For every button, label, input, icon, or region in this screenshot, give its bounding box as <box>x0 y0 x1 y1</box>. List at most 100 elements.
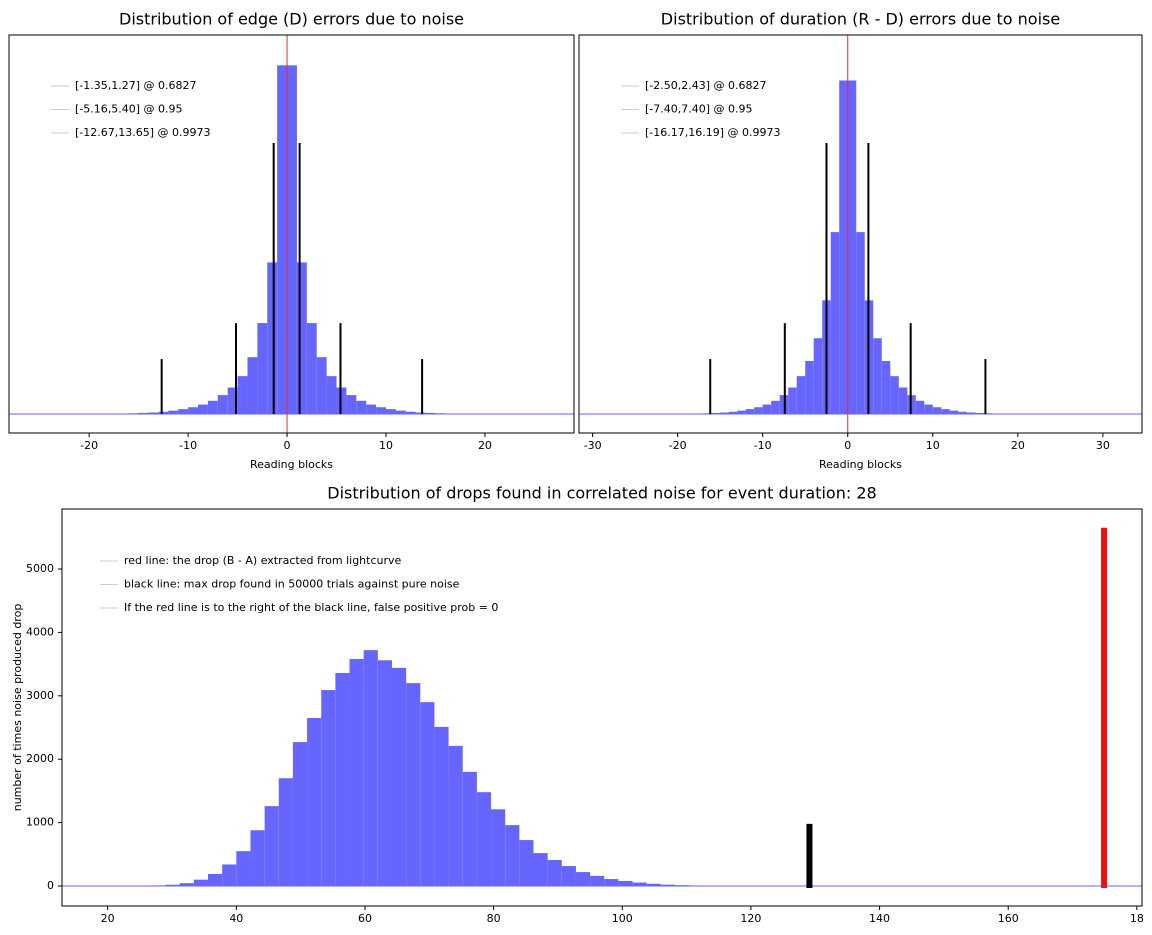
hist-bar <box>278 778 293 887</box>
hist-bar <box>316 357 327 415</box>
y-tick-label: 0 <box>47 879 54 892</box>
x-tick-label: 0 <box>284 439 291 452</box>
hist-bar <box>406 683 421 887</box>
hist-bar <box>148 412 159 415</box>
hist-bar <box>983 413 993 415</box>
hist-bar <box>326 376 337 415</box>
x-tick-label: 160 <box>998 912 1019 925</box>
hist-bar <box>335 672 350 887</box>
hist-bar <box>604 879 619 887</box>
hist-bar <box>675 885 690 887</box>
hist-bar <box>476 792 492 887</box>
hist-bar <box>873 338 882 415</box>
hist-bar <box>924 404 933 415</box>
hist-bar <box>435 413 446 415</box>
hist-bar <box>236 851 251 887</box>
plot-area <box>9 35 574 433</box>
hist-bar <box>306 323 317 415</box>
hist-bar <box>208 873 223 887</box>
hist-bar <box>771 400 780 415</box>
x-axis-label: Reading blocks <box>250 458 333 471</box>
hist-bar <box>632 882 647 887</box>
hist-bar <box>197 404 208 415</box>
hist-bar <box>158 411 169 415</box>
hist-bar <box>788 387 797 415</box>
chart-title: Distribution of edge (D) errors due to n… <box>119 10 464 29</box>
hist-bar <box>847 80 857 415</box>
hist-bar <box>128 413 139 415</box>
hist-bar <box>754 407 763 415</box>
hist-bar <box>805 360 814 415</box>
hist-bar <box>856 232 865 415</box>
hist-bar <box>813 338 823 415</box>
x-axis-label: Reading blocks <box>819 458 902 471</box>
chart-title: Distribution of drops found in correlate… <box>327 484 876 503</box>
legend-label: [-2.50,2.43] @ 0.6827 <box>645 79 767 92</box>
hist-bar <box>796 376 806 415</box>
hist-bar <box>949 410 959 415</box>
hist-bar <box>762 404 772 415</box>
hist-bar <box>377 660 392 887</box>
hist-bar <box>737 410 746 415</box>
x-tick-label: -20 <box>80 439 98 452</box>
plot-frame <box>61 508 1143 907</box>
y-tick-label: 1000 <box>26 816 54 829</box>
hist-bar <box>188 407 198 415</box>
legend-label: black line: max drop found in 50000 tria… <box>124 578 460 591</box>
hist-bar <box>346 395 357 415</box>
hist-bar <box>975 412 984 415</box>
hist-bar <box>966 412 976 415</box>
hist-bar <box>349 659 364 887</box>
hist-bar <box>689 885 704 887</box>
hist-bar <box>321 690 336 887</box>
chart-title: Distribution of duration (R - D) errors … <box>661 10 1060 29</box>
plot-area <box>579 35 1142 433</box>
hist-bar <box>425 412 436 415</box>
hist-bar <box>217 395 228 415</box>
hist-bar <box>395 410 406 415</box>
hist-bar <box>505 825 520 887</box>
hist-bar <box>257 323 268 415</box>
hist-bar <box>745 409 755 415</box>
hist-bar <box>356 400 367 415</box>
hist-bar <box>646 883 661 887</box>
legend-label: red line: the drop (B - A) extracted fro… <box>124 554 402 567</box>
hist-bar <box>932 407 942 415</box>
hist-bar <box>179 883 194 887</box>
x-tick-label: 10 <box>379 439 393 452</box>
hist-bar <box>165 884 180 887</box>
x-tick-label: 40 <box>229 912 243 925</box>
hist-bar <box>703 413 712 415</box>
x-tick-label: 10 <box>926 439 940 452</box>
y-tick-label: 2000 <box>26 752 54 765</box>
legend-label: If the red line is to the right of the b… <box>124 601 498 614</box>
hist-bar <box>391 667 407 887</box>
hist-bar <box>720 412 729 415</box>
x-tick-label: -10 <box>754 439 772 452</box>
hist-bar <box>267 262 278 415</box>
hist-bar <box>366 404 377 415</box>
hist-bar <box>881 360 891 415</box>
hist-bar <box>590 875 605 887</box>
y-tick-label: 4000 <box>26 625 54 638</box>
hist-bar <box>839 80 848 415</box>
hist-bar <box>227 387 238 415</box>
legend-label: [-16.17,16.19] @ 0.9973 <box>645 126 781 139</box>
hist-bar <box>168 410 179 415</box>
x-tick-label: 60 <box>358 912 372 925</box>
legend-label: [-12.67,13.65] @ 0.9973 <box>75 126 211 139</box>
hist-bar <box>941 409 950 415</box>
hist-bar <box>830 232 840 415</box>
x-tick-label: -20 <box>669 439 687 452</box>
hist-bar <box>890 376 899 415</box>
hist-bar <box>448 745 463 887</box>
x-tick-label: 30 <box>1096 439 1110 452</box>
hist-bar <box>307 717 322 887</box>
hist-bar <box>207 400 218 415</box>
hist-bar <box>193 879 209 887</box>
hist-bar <box>491 809 506 887</box>
hist-bar <box>561 866 576 887</box>
legend-label: [-1.35,1.27] @ 0.6827 <box>75 79 197 92</box>
hist-bar <box>247 357 258 415</box>
